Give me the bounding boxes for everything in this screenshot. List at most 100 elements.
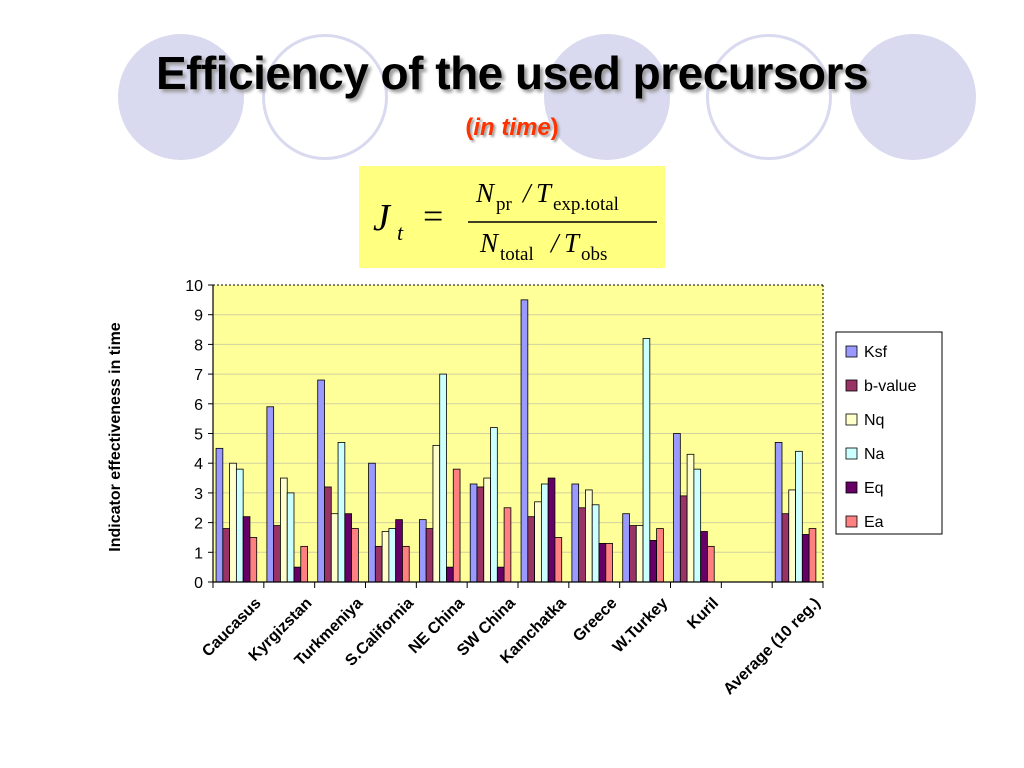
bar-b-value — [273, 525, 281, 583]
legend — [835, 331, 943, 535]
formula-denominator-n-subscript: total — [500, 244, 534, 265]
chart-plot: 012345678910CaucasusKyrgizstanTurkmeniya… — [185, 278, 943, 698]
bar-ea — [249, 537, 258, 583]
bar-ea — [808, 528, 817, 583]
bar-eq — [801, 534, 810, 583]
bar-na — [490, 427, 498, 583]
y-tick-label: 8 — [194, 337, 203, 354]
legend-label: Nq — [864, 412, 884, 429]
bar-ksf — [266, 406, 275, 583]
subtitle-open-paren: ( — [465, 114, 474, 141]
bar-b-value — [425, 528, 434, 583]
bar-b-value — [578, 507, 586, 583]
formula-denominator-slash: / — [549, 228, 561, 258]
bar-ea — [300, 545, 308, 583]
formula-numerator-t-subscript: exp.total — [553, 194, 619, 215]
legend-label: Eq — [864, 480, 884, 497]
bar-na — [337, 442, 346, 583]
bar-ea — [503, 507, 512, 583]
bar-na — [286, 492, 295, 583]
bar-ksf — [520, 299, 529, 583]
slide-title: Efficiency of the used precursors — [155, 47, 869, 99]
y-tick-label: 6 — [194, 397, 203, 414]
bar-b-value — [781, 513, 790, 583]
bar-eq — [344, 513, 353, 583]
formula-denominator-t: T — [564, 228, 581, 258]
legend-label: Ksf — [864, 344, 888, 361]
legend-label: Na — [864, 446, 885, 463]
x-tick-label: Kuril — [684, 595, 722, 633]
formula-numerator-t: T — [536, 178, 553, 208]
formula-equals: = — [423, 196, 443, 236]
bar-ea — [707, 545, 715, 583]
legend-swatch — [845, 345, 858, 358]
bar-ksf — [469, 483, 478, 583]
bar-nq — [432, 444, 441, 583]
bar-ksf — [622, 513, 630, 583]
y-tick-label: 1 — [194, 545, 203, 562]
legend-swatch — [845, 515, 858, 528]
legend-swatch — [845, 379, 858, 392]
x-tick-label: Average (10 reg.) — [720, 595, 823, 698]
bar-na — [591, 504, 600, 583]
decorative-circle-5 — [850, 34, 976, 160]
formula-numerator-n: N — [475, 178, 496, 208]
formula-denominator-n: N — [479, 228, 500, 258]
bar-na — [693, 468, 702, 583]
formula-lhs-subscript: t — [397, 220, 404, 245]
bar-nq — [280, 477, 288, 583]
bar-nq — [229, 462, 237, 583]
bar-na — [439, 373, 447, 583]
bar-nq — [585, 489, 593, 583]
bar-ksf — [368, 462, 376, 583]
bar-nq — [483, 477, 491, 583]
formula: J t = N pr / T exp.total N total / T obs — [373, 178, 657, 265]
bar-eq — [293, 566, 302, 583]
legend-label: b-value — [864, 378, 917, 395]
bar-ea — [605, 542, 613, 583]
y-tick-label: 0 — [194, 575, 203, 592]
bar-na — [642, 338, 651, 583]
bar-nq — [330, 513, 339, 583]
bar-eq — [496, 566, 505, 583]
bar-na — [388, 528, 397, 583]
decorative-circle-4 — [706, 34, 832, 160]
bar-na — [235, 468, 244, 583]
bar-eq — [598, 542, 607, 583]
formula-denominator-t-subscript: obs — [581, 244, 607, 265]
formula-lhs: J — [373, 197, 392, 239]
bar-eq — [446, 566, 454, 583]
bar-ksf — [418, 519, 427, 583]
bar-nq — [534, 501, 542, 583]
bar-eq — [242, 516, 251, 583]
decorative-circle-3 — [544, 34, 670, 160]
bar-ksf — [774, 442, 783, 583]
formula-numerator-n-subscript: pr — [496, 194, 513, 215]
bar-na — [540, 483, 549, 583]
y-axis-label: Indicator effectiveness in time — [107, 322, 124, 552]
bar-b-value — [324, 486, 332, 583]
bar-b-value — [374, 545, 383, 583]
bar-nq — [635, 525, 644, 583]
bar-eq — [700, 531, 708, 583]
bar-ksf — [673, 433, 681, 583]
x-tick-label: W.Turkey — [610, 595, 672, 657]
bar-b-value — [476, 486, 485, 583]
bar-b-value — [222, 528, 231, 583]
formula-numerator-slash: / — [521, 178, 533, 208]
x-tick-label: Greece — [570, 595, 620, 645]
legend-swatch — [845, 481, 858, 494]
y-tick-label: 10 — [185, 278, 203, 295]
bar-ea — [402, 545, 410, 583]
y-tick-label: 2 — [194, 516, 203, 533]
bar-ea — [656, 528, 664, 583]
bar-eq — [649, 540, 658, 583]
bar-ea — [351, 528, 359, 583]
bar-nq — [686, 453, 695, 583]
bar-nq — [788, 489, 796, 583]
legend-label: Ea — [864, 514, 884, 531]
bar-b-value — [527, 516, 536, 583]
y-tick-label: 3 — [194, 486, 203, 503]
bar-ea — [452, 468, 461, 583]
